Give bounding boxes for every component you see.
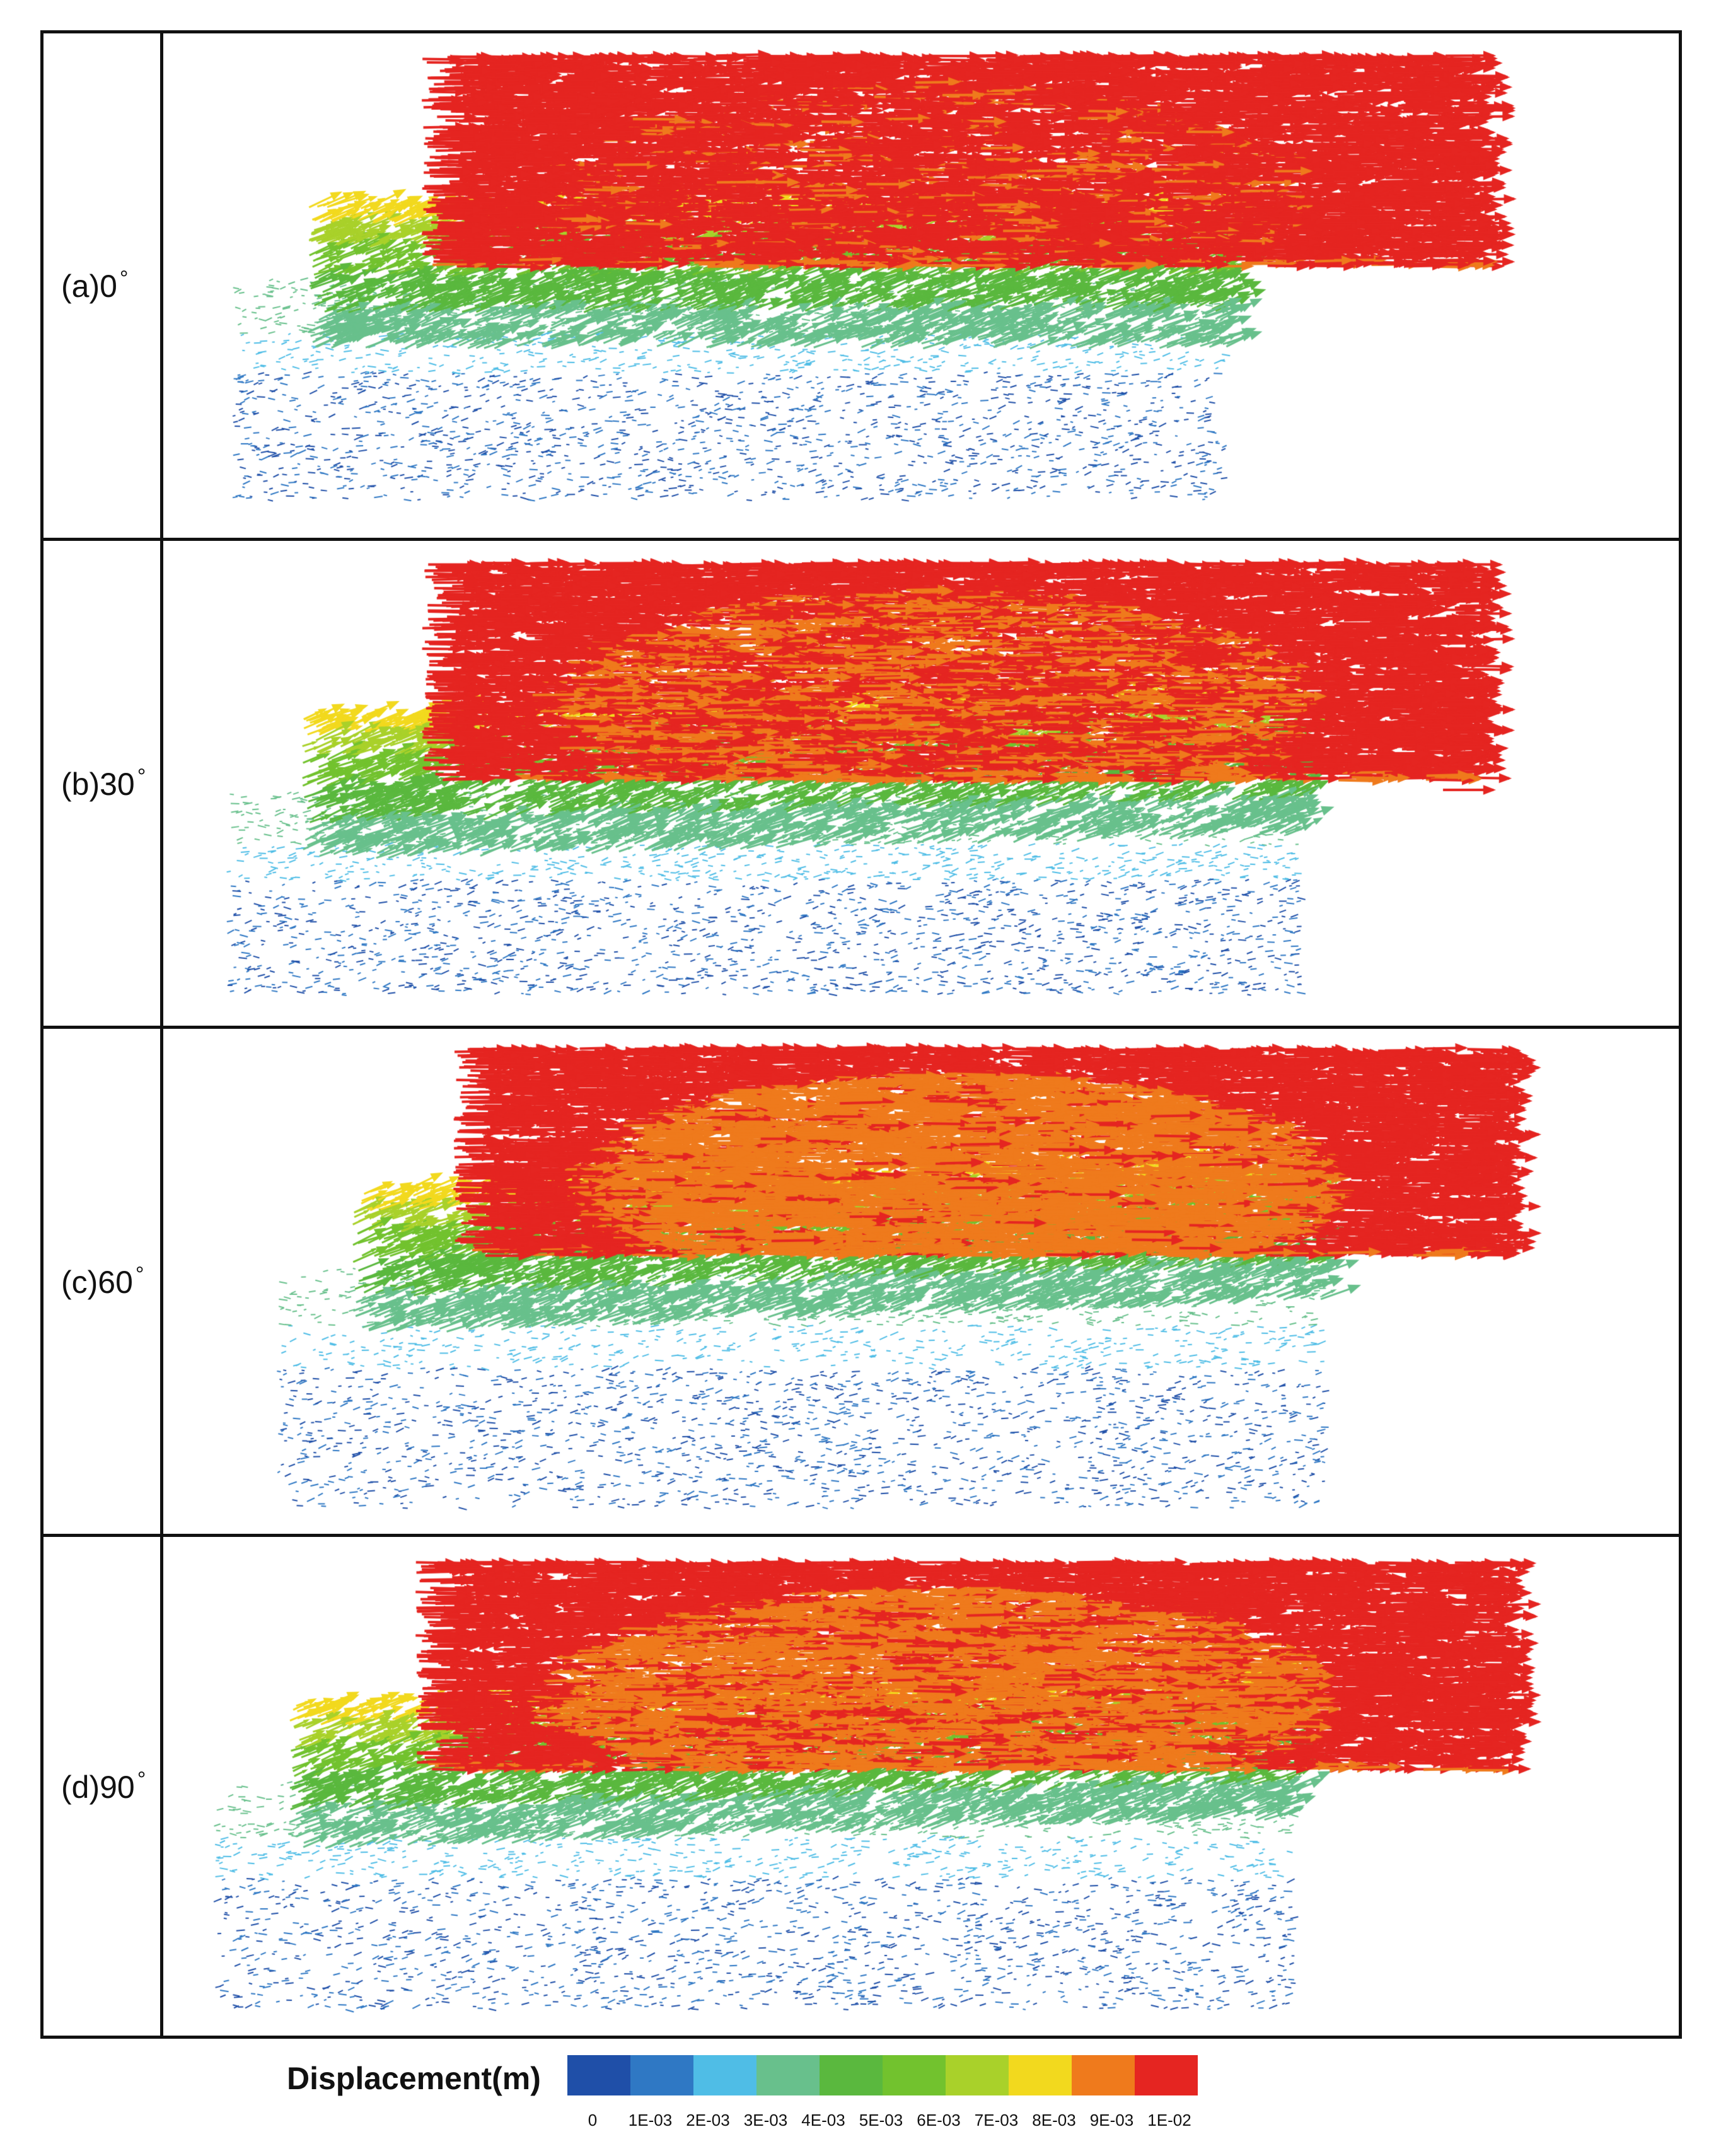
panel-label: (a)0 ° (61, 267, 129, 304)
color-scale-bar (567, 2055, 1198, 2095)
color-scale-swatch (820, 2055, 883, 2095)
color-scale-tick-label: 7E-03 (974, 2111, 1019, 2130)
color-scale-tick-label: 1E-03 (628, 2111, 673, 2130)
color-scale-tick-label: 9E-03 (1089, 2111, 1134, 2130)
color-scale-swatch (1135, 2055, 1198, 2095)
panel-label-cell: (d)90 ° (43, 1537, 163, 2036)
color-scale-tick-label: 1E-02 (1147, 2111, 1191, 2130)
vector-field-canvas (163, 1537, 1679, 2036)
displacement-vector-plot (163, 1029, 1679, 1534)
color-scale-swatch (883, 2055, 946, 2095)
color-scale-tick-label: 2E-03 (686, 2111, 730, 2130)
panel-c: (c)60 ° (43, 1026, 1679, 1534)
displacement-vector-plot (163, 541, 1679, 1026)
color-scale-swatch (567, 2055, 630, 2095)
panel-label: (b)30 ° (61, 764, 146, 802)
displacement-vector-plot (163, 33, 1679, 538)
displacement-vector-plot (163, 1537, 1679, 2036)
color-scale-tick-label: 3E-03 (743, 2111, 788, 2130)
color-scale-swatch (1072, 2055, 1135, 2095)
panel-a: (a)0 ° (43, 33, 1679, 538)
vector-field-canvas (163, 33, 1679, 538)
panel-label-cell: (b)30 ° (43, 541, 163, 1026)
color-scale-swatch (630, 2055, 693, 2095)
color-scale-tick-label: 8E-03 (1032, 2111, 1076, 2130)
color-scale-tick-label: 4E-03 (801, 2111, 845, 2130)
legend-title: Displacement(m) (287, 2061, 541, 2096)
color-scale-swatch (693, 2055, 756, 2095)
color-scale-swatch (946, 2055, 1009, 2095)
vector-field-canvas (163, 541, 1679, 1026)
vector-field-canvas (163, 1029, 1679, 1534)
color-scale-tick-label: 5E-03 (859, 2111, 903, 2130)
panel-label-cell: (c)60 ° (43, 1029, 163, 1534)
color-scale-tick-label: 0 (588, 2111, 598, 2130)
color-scale-swatch (756, 2055, 820, 2095)
color-scale-swatch (1009, 2055, 1072, 2095)
panel-b: (b)30 ° (43, 538, 1679, 1026)
panel-label-cell: (a)0 ° (43, 33, 163, 538)
color-scale-tick-label: 6E-03 (917, 2111, 961, 2130)
panel-d: (d)90 ° (43, 1534, 1679, 2036)
panel-label: (c)60 ° (61, 1262, 144, 1300)
panel-label: (d)90 ° (61, 1767, 146, 1805)
figure-frame: (a)0 ° (b)30 ° (c)60 ° (d)90 ° (40, 30, 1682, 2039)
